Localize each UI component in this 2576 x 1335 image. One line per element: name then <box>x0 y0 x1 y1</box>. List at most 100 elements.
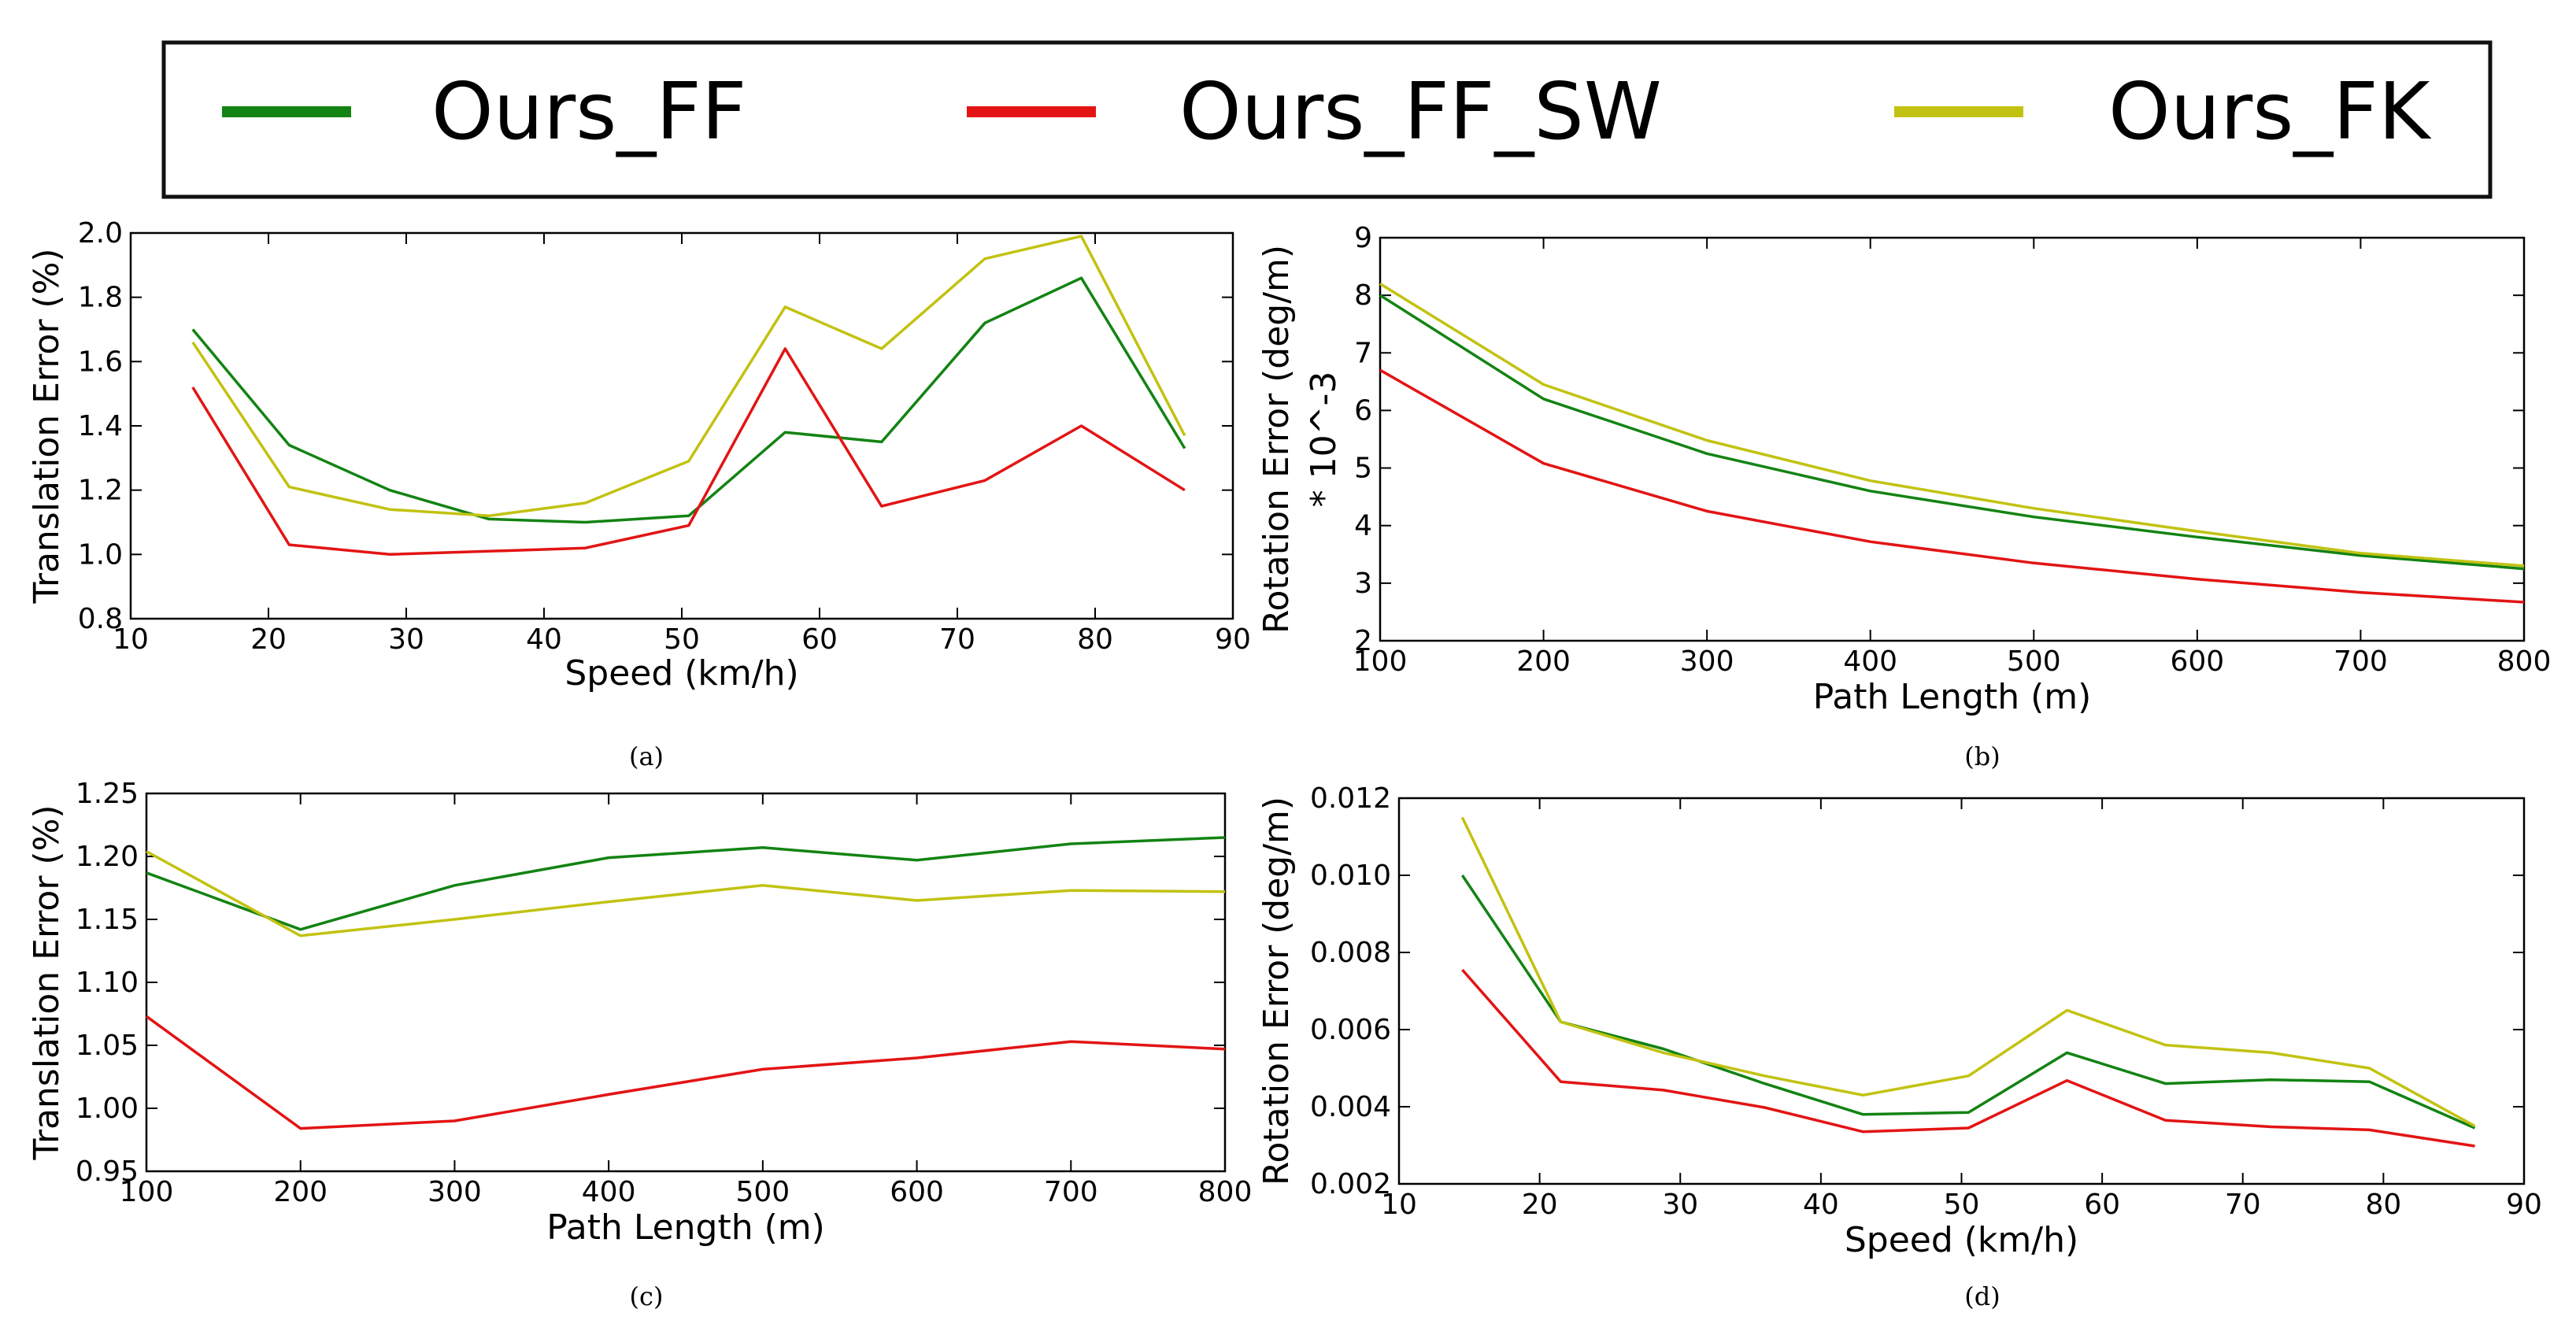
x-tick-label: 90 <box>1215 623 1251 656</box>
y-tick-label: 1.05 <box>76 1030 139 1062</box>
y-tick-label: 1.6 <box>78 346 123 378</box>
x-tick-label: 70 <box>2225 1189 2261 1221</box>
panel-caption: (a) <box>629 741 664 771</box>
x-tick-label: 400 <box>582 1176 636 1208</box>
x-tick-label: 800 <box>2497 645 2552 678</box>
chart-panel-d: 10 20 30 40 50 60 70 80 90 0.002 0.004 0.006 0.008 0.… <box>1257 782 2542 1311</box>
y-tick-label: 0.002 <box>1310 1168 1391 1200</box>
series-line-ours-fk <box>191 235 1186 518</box>
legend-label-ours-ff: Ours_FF <box>431 65 746 157</box>
x-axis-label: Path Length (m) <box>1813 677 2092 717</box>
y-tick-label: 1.0 <box>78 538 123 571</box>
x-tick-label: 80 <box>1077 623 1113 656</box>
y-tick-label: 0.012 <box>1310 782 1391 815</box>
legend-label-ours-fk: Ours_FK <box>2108 65 2432 157</box>
x-tick-label: 40 <box>1803 1189 1839 1221</box>
chart-panel-a: 10 20 30 40 50 60 70 80 90 0.8 1.0 1.2 1.4 1.6 1.8 2.0 S… <box>27 217 1251 771</box>
panel-caption: (d) <box>1964 1281 2000 1311</box>
y-tick-label: 0.8 <box>78 603 123 635</box>
y-tick-label: 1.15 <box>76 904 139 936</box>
legend-frame <box>161 40 2493 199</box>
x-tick-label: 80 <box>2365 1189 2401 1221</box>
y-tick-label: 1.00 <box>76 1093 139 1125</box>
plot-area <box>129 231 1234 620</box>
plot-area <box>1379 236 2526 642</box>
series-line-ours-fk <box>1379 283 2525 568</box>
panel-caption: (c) <box>630 1281 664 1311</box>
x-tick-label: 90 <box>2506 1189 2542 1221</box>
x-tick-label: 800 <box>1198 1176 1253 1208</box>
x-tick-label: 600 <box>2170 645 2224 678</box>
x-tick-label: 400 <box>1843 645 1897 678</box>
y-axis-label-scale: * 10^-3 <box>1304 372 1344 508</box>
y-tick-label: 1.2 <box>78 475 123 507</box>
series-line-ours-fk <box>1460 816 2476 1128</box>
plot-area <box>1397 797 2526 1185</box>
x-tick-label: 60 <box>2084 1189 2120 1221</box>
y-tick-label: 1.4 <box>78 410 123 442</box>
series-line-ours-ff <box>146 836 1226 931</box>
series-line-ours-ff-sw <box>1461 968 2475 1148</box>
x-tick-label: 50 <box>1944 1189 1980 1221</box>
chart-panel-c: 100 200 300 400 500 600 700 800 0.95 1.00 1.05 1.10… <box>27 778 1252 1311</box>
y-tick-label: 0.004 <box>1310 1091 1391 1123</box>
y-tick-label: 7 <box>1354 337 1372 369</box>
y-tick-label: 1.25 <box>76 778 139 810</box>
x-tick-label: 500 <box>735 1176 790 1208</box>
x-tick-label: 10 <box>1381 1189 1417 1221</box>
plot-area <box>145 792 1227 1173</box>
series-line-ours-ff-sw <box>1379 368 2525 604</box>
x-tick-label: 20 <box>1522 1189 1558 1221</box>
x-tick-label: 20 <box>250 623 287 656</box>
y-tick-label: 1.20 <box>76 841 139 873</box>
x-tick-label: 700 <box>2334 645 2388 678</box>
y-tick-label: 2 <box>1354 625 1372 657</box>
y-tick-label: 4 <box>1354 510 1372 542</box>
series-line-ours-ff <box>1460 875 2476 1130</box>
x-tick-label: 200 <box>1516 645 1571 678</box>
x-tick-label: 60 <box>801 623 838 656</box>
y-tick-label: 2.0 <box>78 217 123 250</box>
x-tick-label: 30 <box>388 623 424 656</box>
y-tick-label: 1.8 <box>78 282 123 314</box>
legend: Ours_FF Ours_FF_SW Ours_FK <box>161 40 2493 199</box>
x-tick-label: 100 <box>1353 645 1408 678</box>
x-tick-label: 30 <box>1662 1189 1698 1221</box>
series-line-ours-ff <box>191 276 1186 524</box>
x-tick-label: 700 <box>1044 1176 1098 1208</box>
chart-panel-b: 100 200 300 400 500 600 700 800 2 3 4 5 6 7 8 9 Path Len… <box>1257 222 2551 771</box>
y-tick-label: 0.95 <box>76 1156 139 1188</box>
x-tick-label: 10 <box>113 623 149 656</box>
y-tick-label: 5 <box>1354 453 1372 485</box>
y-tick-label: 6 <box>1354 394 1372 427</box>
y-tick-label: 9 <box>1354 222 1372 254</box>
y-tick-label: 0.010 <box>1310 860 1391 892</box>
x-tick-label: 300 <box>1680 645 1734 678</box>
y-axis-label: Rotation Error (deg/m) <box>1257 797 1297 1185</box>
x-tick-label: 40 <box>526 623 562 656</box>
y-tick-label: 3 <box>1354 568 1372 600</box>
x-tick-label: 100 <box>120 1176 174 1208</box>
x-tick-label: 600 <box>890 1176 944 1208</box>
series-line-ours-ff-sw <box>191 347 1186 557</box>
legend-label-ours-ff-sw: Ours_FF_SW <box>1179 65 1662 157</box>
x-tick-label: 50 <box>664 623 700 656</box>
x-tick-label: 300 <box>427 1176 482 1208</box>
x-axis-label: Path Length (m) <box>546 1207 825 1248</box>
series-line-ours-ff <box>1379 294 2525 571</box>
y-tick-label: 8 <box>1354 279 1372 312</box>
x-tick-label: 70 <box>939 623 975 656</box>
x-tick-label: 200 <box>273 1176 328 1208</box>
series-line-ours-ff-sw <box>145 1015 1226 1130</box>
y-axis-label: Translation Error (%) <box>27 804 67 1160</box>
y-tick-label: 0.006 <box>1310 1014 1391 1046</box>
x-tick-label: 500 <box>2007 645 2061 678</box>
x-axis-label: Speed (km/h) <box>1845 1220 2078 1260</box>
y-tick-label: 1.10 <box>76 967 139 999</box>
y-axis-label: Translation Error (%) <box>27 248 67 604</box>
series-line-ours-fk <box>146 850 1226 937</box>
y-tick-label: 0.008 <box>1310 937 1391 969</box>
y-axis-label: Rotation Error (deg/m) <box>1257 245 1297 634</box>
x-axis-label: Speed (km/h) <box>564 653 798 693</box>
